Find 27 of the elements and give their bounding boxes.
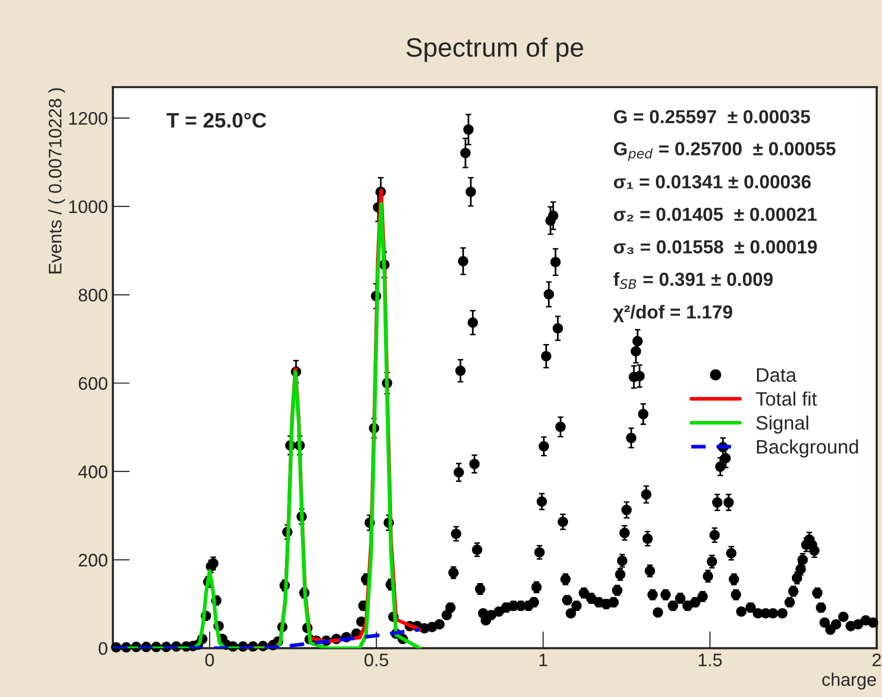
legend-label: Background bbox=[757, 439, 858, 458]
annotation: χ²/dof = 1.179 bbox=[613, 304, 732, 322]
y-tick-label: 1200 bbox=[69, 112, 108, 125]
y-tick-label: 400 bbox=[78, 465, 108, 478]
legend-label: Total fit bbox=[756, 392, 817, 406]
x-tick-label: 0.5 bbox=[364, 654, 388, 666]
y-tick-label: 600 bbox=[78, 377, 108, 390]
x-tick-label: 1.5 bbox=[698, 654, 722, 666]
annotation: T = 25.0°C bbox=[166, 112, 266, 128]
chart-title: Spectrum of pe bbox=[406, 37, 584, 62]
annotation: f$_{SB}$ = 0.391 ± 0.009 bbox=[614, 272, 773, 290]
annotation: G = 0.25597 ± 0.00035 bbox=[614, 110, 810, 124]
annotation: σ₃ = 0.01558 ± 0.00019 bbox=[614, 240, 817, 254]
legend-label: Data bbox=[757, 368, 797, 382]
x-tick-label: 2 bbox=[872, 654, 881, 666]
annotation: G$_{ped}$ = 0.25700 ± 0.00055 bbox=[614, 142, 836, 162]
annotation: σ₂ = 0.01405 ± 0.00021 bbox=[614, 208, 817, 222]
x-axis-title: charge bbox=[822, 672, 876, 690]
y-axis-title: Events / ( 0.00710228 ) bbox=[48, 88, 66, 274]
y-tick-label: 0 bbox=[98, 642, 108, 655]
x-tick-label: 1 bbox=[540, 654, 548, 666]
y-tick-label: 800 bbox=[78, 288, 108, 302]
y-tick-label: 1000 bbox=[69, 200, 108, 214]
annotation: σ₁ = 0.01341 ± 0.00036 bbox=[614, 175, 811, 189]
legend-label: Signal bbox=[756, 415, 808, 434]
x-tick-label: 0 bbox=[205, 654, 214, 666]
y-tick-label: 200 bbox=[78, 554, 108, 567]
